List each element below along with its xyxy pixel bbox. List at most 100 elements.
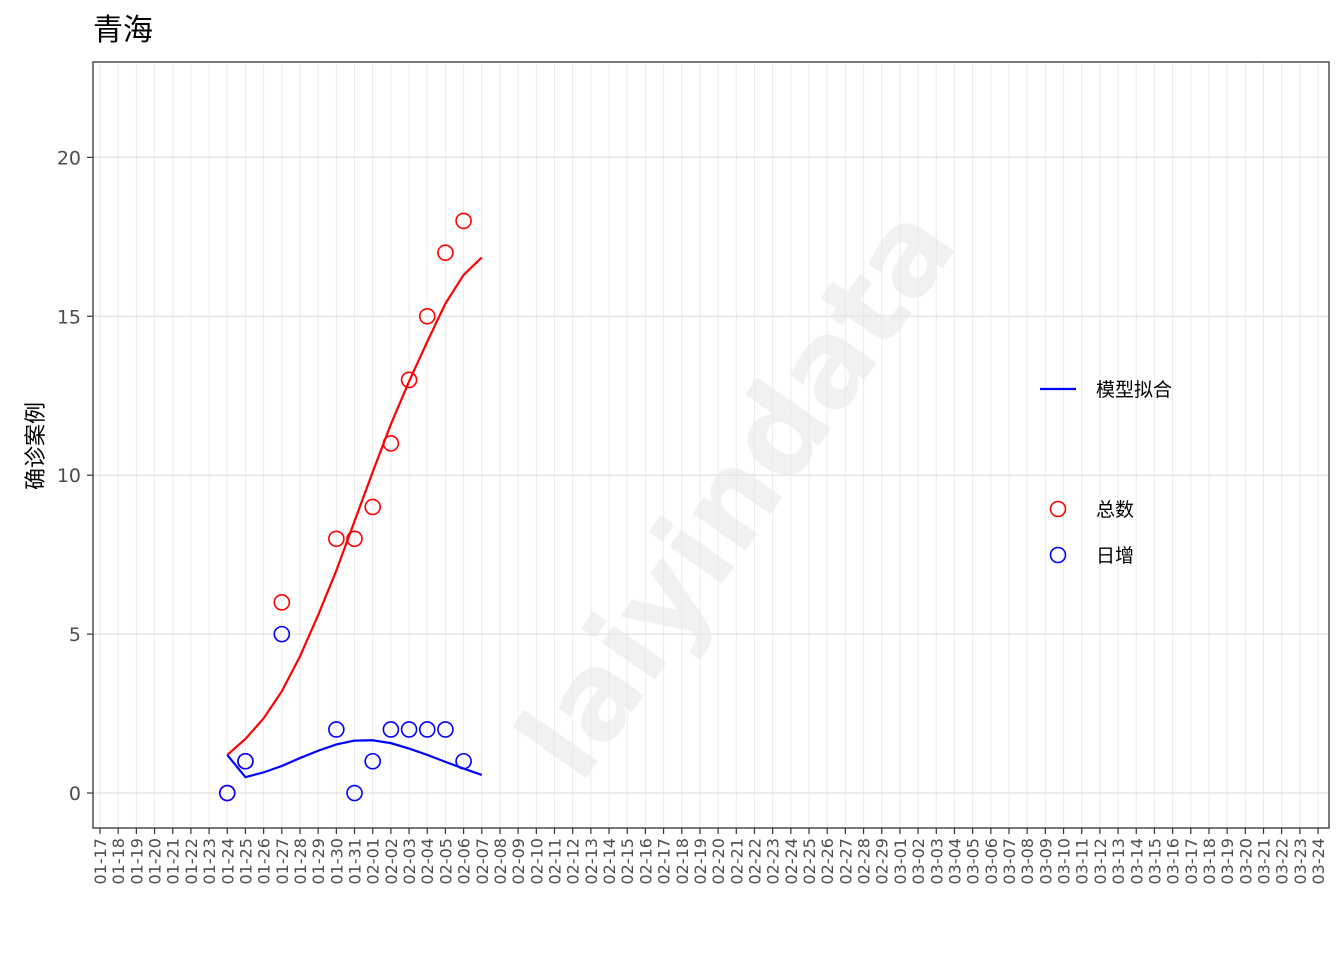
x-tick-label: 02-09 — [509, 838, 528, 885]
x-tick-label: 01-19 — [127, 838, 146, 885]
data-point — [437, 244, 454, 262]
x-tick-label: 02-23 — [764, 838, 783, 885]
y-tick-label: 15 — [57, 306, 81, 328]
data-point — [273, 594, 291, 611]
x-tick-label: 03-06 — [982, 838, 1001, 885]
x-tick-label: 02-03 — [400, 838, 419, 885]
data-point — [382, 435, 400, 452]
x-tick-label: 03-19 — [1218, 838, 1237, 885]
x-tick-label: 01-24 — [218, 838, 237, 885]
x-tick-label: 01-26 — [255, 838, 274, 885]
x-tick-label: 03-18 — [1200, 838, 1219, 885]
x-tick-label: 01-17 — [91, 838, 110, 885]
data-point — [418, 721, 436, 738]
x-tick-label: 01-18 — [109, 838, 128, 885]
x-tick-label: 03-14 — [1127, 838, 1146, 885]
data-point — [455, 212, 472, 230]
legend-point-key — [1049, 546, 1067, 564]
x-tick-label: 02-11 — [546, 838, 565, 885]
y-tick-label: 5 — [69, 624, 81, 646]
x-tick-label: 02-01 — [364, 838, 383, 885]
data-point — [218, 784, 236, 802]
x-tick-label: 02-21 — [727, 838, 746, 885]
x-tick-label: 03-07 — [1000, 838, 1019, 885]
x-tick-label: 02-07 — [473, 838, 492, 885]
x-tick-label: 02-04 — [418, 838, 437, 885]
data-point — [364, 752, 382, 770]
x-tick-label: 03-08 — [1018, 838, 1037, 885]
panel-border — [92, 61, 1330, 829]
x-tick-label: 01-23 — [200, 838, 219, 885]
x-tick-label: 02-18 — [673, 838, 692, 885]
fit-line — [226, 256, 483, 756]
x-tick-label: 02-08 — [491, 838, 510, 885]
legend-label: 模型拟合 — [1096, 379, 1172, 401]
x-tick-label: 02-25 — [800, 838, 819, 885]
x-tick-label: 03-22 — [1273, 838, 1292, 885]
x-tick-label: 02-24 — [782, 838, 801, 885]
y-tick-label: 20 — [57, 147, 81, 169]
data-point — [400, 721, 418, 738]
x-tick-label: 03-23 — [1291, 838, 1310, 885]
x-tick-label: 02-17 — [655, 838, 674, 885]
y-axis-label: 确诊案例 — [24, 402, 49, 490]
x-tick-label: 02-06 — [455, 838, 474, 885]
x-tick-label: 03-02 — [909, 838, 928, 885]
legend-label: 日增 — [1096, 545, 1134, 567]
x-tick-label: 03-15 — [1145, 838, 1164, 885]
data-point — [418, 307, 436, 325]
x-tick-label: 02-19 — [691, 838, 710, 885]
fit-line — [226, 739, 483, 779]
legend-label: 总数 — [1096, 499, 1134, 521]
x-tick-label: 02-27 — [836, 838, 855, 885]
data-point — [364, 498, 382, 516]
x-tick-label: 03-01 — [891, 838, 910, 885]
x-tick-label: 03-10 — [1055, 838, 1074, 885]
x-tick-label: 01-28 — [291, 838, 310, 885]
data-point — [346, 784, 363, 802]
data-point — [455, 752, 472, 770]
x-tick-label: 01-27 — [273, 838, 292, 885]
x-tick-label: 03-13 — [1109, 838, 1128, 885]
data-point — [382, 721, 400, 738]
data-point — [400, 371, 418, 389]
x-tick-label: 03-21 — [1255, 838, 1274, 885]
data-point — [273, 625, 291, 643]
x-tick-label: 02-20 — [709, 838, 728, 885]
x-tick-label: 02-05 — [436, 838, 455, 885]
x-tick-label: 01-30 — [327, 838, 346, 885]
x-tick-label: 02-28 — [855, 838, 874, 885]
x-tick-label: 02-15 — [618, 838, 637, 885]
x-tick-label: 01-22 — [182, 838, 201, 885]
chart-title: 青海 — [93, 13, 153, 48]
data-point — [237, 752, 254, 770]
x-tick-label: 03-03 — [927, 838, 946, 885]
x-tick-label: 02-10 — [527, 838, 546, 885]
x-tick-label: 02-13 — [582, 838, 601, 885]
data-point — [328, 721, 345, 738]
x-tick-label: 03-20 — [1236, 838, 1255, 885]
x-tick-label: 03-09 — [1036, 838, 1055, 885]
x-tick-label: 01-25 — [236, 838, 255, 885]
x-tick-label: 03-24 — [1309, 838, 1328, 885]
x-tick-label: 02-16 — [636, 838, 655, 885]
x-tick-label: 02-29 — [873, 838, 892, 885]
x-tick-label: 01-31 — [346, 838, 365, 885]
x-tick-label: 03-04 — [945, 838, 964, 885]
x-tick-label: 03-16 — [1164, 838, 1183, 885]
x-tick-label: 03-11 — [1073, 838, 1092, 885]
x-tick-label: 01-20 — [146, 838, 165, 885]
x-tick-label: 02-02 — [382, 838, 401, 885]
x-tick-label: 02-26 — [818, 838, 837, 885]
data-point — [346, 530, 363, 548]
x-tick-label: 02-12 — [564, 838, 583, 885]
legend-point-key — [1049, 500, 1067, 518]
x-tick-label: 02-22 — [745, 838, 764, 885]
x-tick-label: 03-05 — [964, 838, 983, 885]
data-point — [437, 721, 454, 738]
y-tick-label: 10 — [57, 465, 81, 487]
x-tick-label: 01-21 — [164, 838, 183, 885]
x-tick-label: 02-14 — [600, 838, 619, 885]
